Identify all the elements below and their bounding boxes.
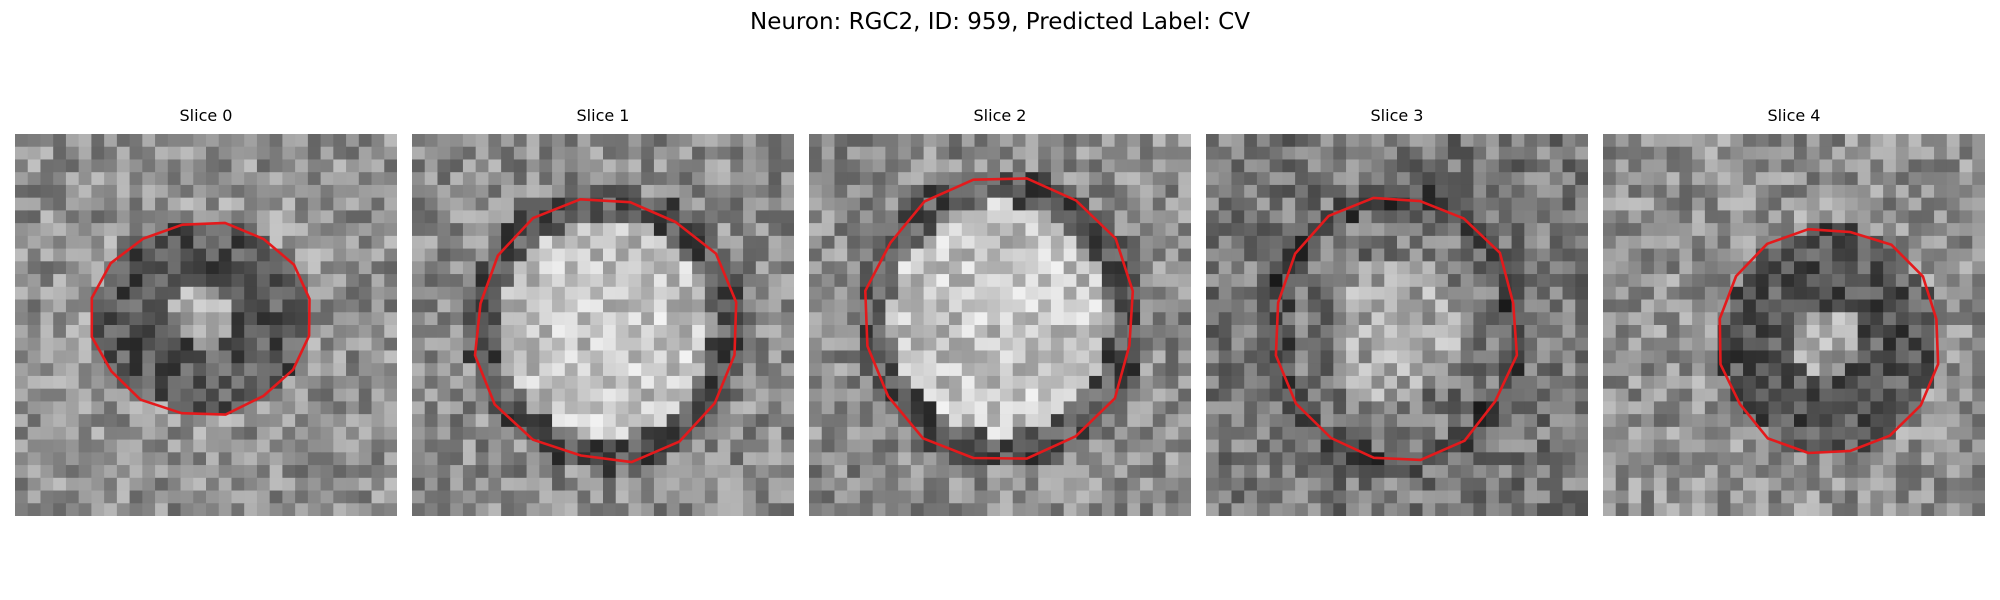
figure-title: Neuron: RGC2, ID: 959, Predicted Label: …	[750, 9, 1250, 35]
slice-image-4	[1603, 134, 1985, 516]
cell-contour	[1718, 227, 1940, 455]
slice-image-0	[15, 134, 397, 516]
cell-contour	[1274, 196, 1519, 462]
cell-contour	[473, 198, 738, 464]
slice-image-2	[809, 134, 1191, 516]
cell-contour	[90, 221, 311, 416]
slice-title: Slice 3	[1370, 106, 1424, 125]
slice-title: Slice 4	[1767, 106, 1821, 125]
slice-image-1	[412, 134, 794, 516]
slice-image-3	[1206, 134, 1588, 516]
cell-contour	[863, 177, 1135, 460]
slice-panel-4: Slice 4	[1603, 105, 1985, 519]
slice-panel-3: Slice 3	[1206, 105, 1588, 519]
slice-panel-1: Slice 1	[412, 105, 794, 519]
slice-title: Slice 1	[576, 106, 630, 125]
slice-title: Slice 2	[973, 106, 1027, 125]
slice-panel-2: Slice 2	[809, 105, 1191, 519]
slice-panel-0: Slice 0	[15, 105, 397, 519]
slice-title: Slice 0	[179, 106, 233, 125]
